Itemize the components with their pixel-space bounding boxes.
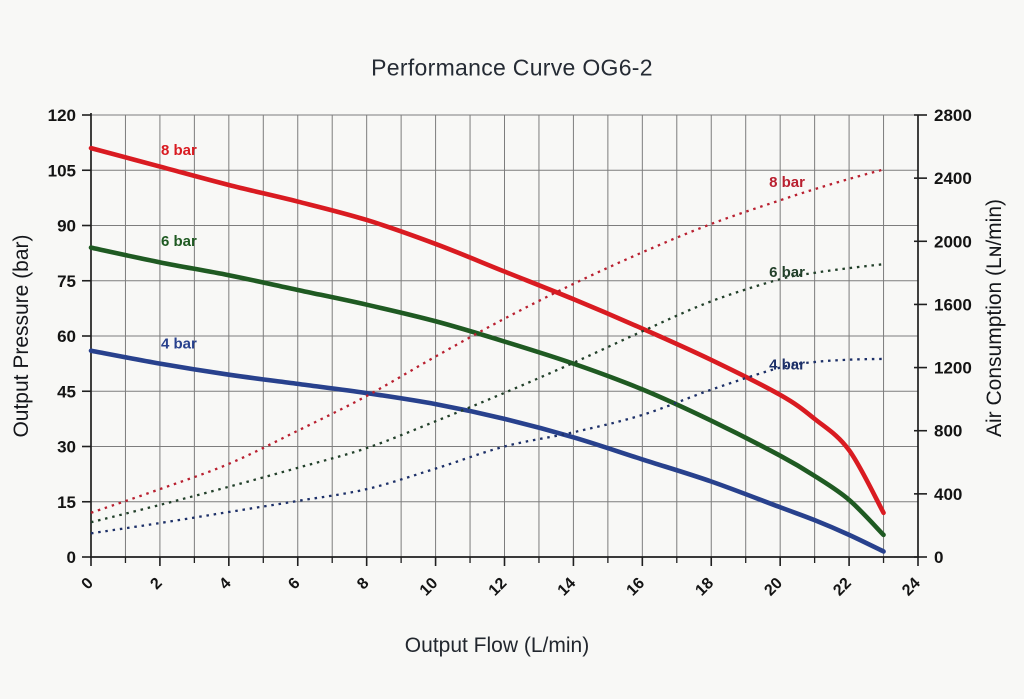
x-tick-label: 16 xyxy=(624,575,649,600)
x-tick-label: 12 xyxy=(486,575,511,600)
curve-label-pressure-8bar: 8 bar xyxy=(161,142,197,159)
y-left-tick-label: 75 xyxy=(57,272,76,291)
curve-pressure-6bar xyxy=(88,245,886,538)
y-left-tick-label: 45 xyxy=(57,382,76,401)
curve-pressure-4bar xyxy=(88,348,886,554)
x-tick-label: 6 xyxy=(285,575,303,593)
curve-label-air-4bar: 4 bar xyxy=(769,357,805,374)
curve-label-pressure-6bar: 6 bar xyxy=(161,233,197,250)
curve-label-air-6bar: 6 bar xyxy=(769,264,805,281)
y-right-tick-label: 1600 xyxy=(934,295,972,314)
y-right-tick-label: 2000 xyxy=(934,232,972,251)
x-tick-label: 2 xyxy=(147,575,165,593)
x-tick-label: 24 xyxy=(899,575,924,600)
y-right-tick-label: 2800 xyxy=(934,106,972,125)
y-left-tick-label: 15 xyxy=(57,493,76,512)
y-left-tick-label: 90 xyxy=(57,217,76,236)
y-right-tick-label: 1200 xyxy=(934,359,972,378)
y-left-tick-label: 0 xyxy=(67,548,76,567)
x-tick-label: 18 xyxy=(692,575,717,600)
x-tick-label: 8 xyxy=(354,575,372,593)
curve-label-air-8bar: 8 bar xyxy=(769,174,805,191)
x-tick-label: 0 xyxy=(79,575,97,593)
y-right-tick-label: 400 xyxy=(934,485,962,504)
x-axis-title: Output Flow (L/min) xyxy=(404,634,590,657)
curve-label-pressure-4bar: 4 bar xyxy=(161,335,197,352)
y-right-tick-label: 2400 xyxy=(934,169,972,188)
x-tick-label: 22 xyxy=(830,575,855,600)
x-tick-label: 10 xyxy=(417,575,442,600)
curve-pressure-8bar xyxy=(88,145,886,516)
x-tick-label: 4 xyxy=(216,575,234,593)
chart-title: Performance Curve OG6-2 xyxy=(371,54,653,81)
curve-air-6bar xyxy=(90,263,884,524)
curve-air-8bar xyxy=(90,168,884,514)
y-left-tick-label: 105 xyxy=(48,161,76,180)
curve-air-4bar xyxy=(90,357,884,535)
y-left-tick-label: 30 xyxy=(57,438,76,457)
x-tick-label: 20 xyxy=(761,575,786,600)
x-tick-label: 14 xyxy=(555,575,580,600)
y-left-tick-label: 60 xyxy=(57,327,76,346)
y-right-tick-label: 0 xyxy=(934,548,943,567)
y-left-tick-label: 120 xyxy=(48,106,76,125)
y-right-tick-label: 800 xyxy=(934,422,962,441)
